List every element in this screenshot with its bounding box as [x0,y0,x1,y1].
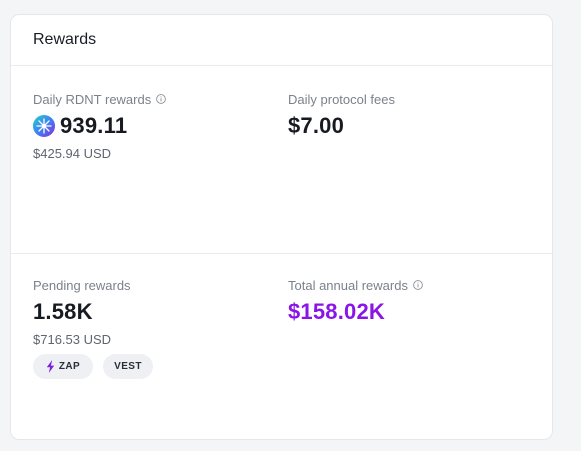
card-title: Rewards [33,31,97,48]
daily-rdnt-rewards-label: Daily RDNT rewards [33,91,152,107]
pending-rewards-value: 1.58K [33,299,93,324]
pending-rewards-section: Pending rewards 1.58K $716.53 USD ZAP VE… [11,254,552,439]
pending-rewards-usd: $716.53 USD [33,332,112,347]
zap-button[interactable]: ZAP [33,354,93,379]
info-icon[interactable] [413,280,423,290]
vest-button[interactable]: VEST [103,354,153,379]
pending-rewards: Pending rewards 1.58K $716.53 USD ZAP VE… [33,277,153,379]
bolt-icon [46,360,55,373]
vest-button-label: VEST [114,361,142,372]
daily-protocol-fees: Daily protocol fees $7.00 [288,91,395,140]
daily-protocol-fees-label: Daily protocol fees [288,91,395,107]
daily-rewards-section: Daily RDNT rewards [11,66,552,254]
daily-rdnt-rewards-value: 939.11 [60,113,128,138]
total-annual-rewards: Total annual rewards $158.02K [288,277,423,326]
pending-rewards-label: Pending rewards [33,277,131,293]
pending-actions: ZAP VEST [33,354,153,379]
daily-rdnt-rewards: Daily RDNT rewards [33,91,167,161]
total-annual-rewards-label: Total annual rewards [288,277,408,293]
zap-button-label: ZAP [58,361,81,372]
info-icon[interactable] [156,94,167,104]
total-annual-rewards-value: $158.02K [288,299,386,324]
rewards-card: Rewards Daily RDNT rewards [10,14,553,440]
rdnt-token-icon [33,115,55,137]
daily-protocol-fees-value: $7.00 [288,113,345,138]
daily-rdnt-rewards-usd: $425.94 USD [33,146,112,161]
card-header: Rewards [11,15,552,66]
